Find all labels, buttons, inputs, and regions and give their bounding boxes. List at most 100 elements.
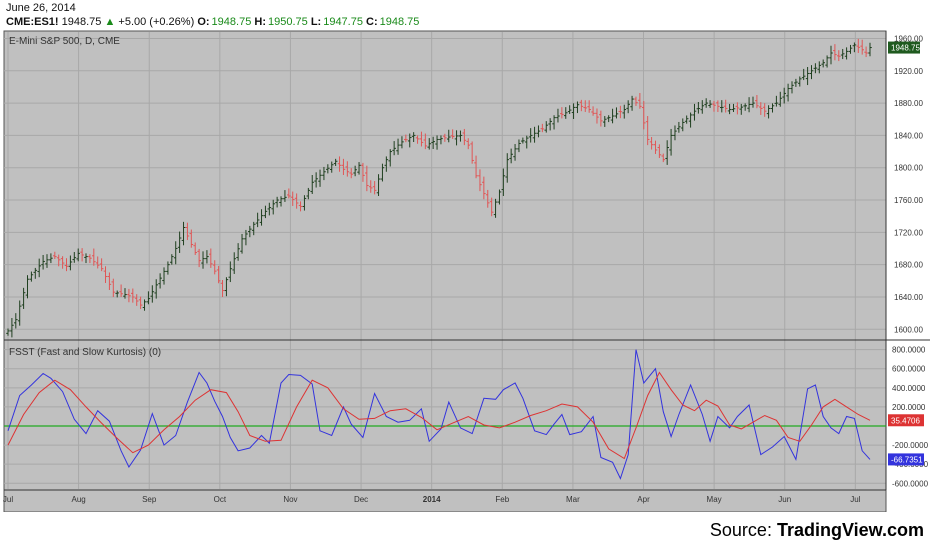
ohlc-bar [684, 115, 689, 124]
ohlc-bar [329, 161, 334, 173]
ohlc-bar [72, 252, 77, 263]
ohlc-bar [474, 155, 478, 179]
ohlc-bar [493, 198, 498, 218]
ohlc-bar [372, 181, 377, 195]
symbol-label[interactable]: CME:ES1! [6, 16, 59, 28]
ohlc-bar [177, 231, 182, 253]
ohlc-bar [142, 299, 147, 311]
ohlc-bar [384, 156, 389, 172]
ohlc-bar [696, 102, 701, 114]
ohlc-bar [556, 108, 560, 123]
chart-area[interactable]: 1600.00 1640.00 1680.00 1720.00 1760.00 1800.… [0, 0, 932, 512]
time-tick-label: Aug [71, 495, 85, 504]
ohlc-bar [10, 317, 14, 338]
ohlc-bar [60, 256, 65, 269]
ohlc-bar [860, 39, 864, 55]
ohlc-bar [680, 118, 685, 132]
ohlc-bar [669, 128, 673, 156]
ohlc-bar [805, 67, 810, 86]
ohlc-bar [322, 166, 326, 181]
ohlc-bar [560, 107, 564, 119]
ohlc-bar [427, 138, 432, 150]
ohlc-bar [470, 141, 474, 164]
ohlc-bar [489, 197, 494, 217]
ohlc-bar [439, 135, 443, 145]
ohlc-bar [14, 313, 18, 329]
ohlc-bar [657, 144, 662, 159]
ohlc-bar [692, 103, 697, 121]
source-prefix: Source: [709, 520, 777, 540]
ohlc-bar [162, 267, 166, 285]
ohlc-bar [17, 300, 22, 326]
ohlc-bar [267, 202, 272, 216]
ohlc-bar [365, 165, 369, 192]
ohlc-bar [29, 271, 34, 282]
ohlc-bar [766, 105, 771, 119]
fast-kurtosis-line [7, 349, 871, 480]
ohlc-bar [719, 100, 724, 113]
chart-background [3, 30, 887, 512]
ohlc-bar [84, 253, 88, 264]
ohlc-bar [848, 44, 853, 54]
price-tick-label: 1840.00 [894, 131, 923, 140]
ohlc-bar [747, 97, 751, 113]
indicator-tick-label: 600.0000 [892, 365, 926, 374]
ohlc-bar [840, 48, 845, 60]
ohlc-bar [821, 59, 825, 68]
price-tick-label: 1720.00 [894, 228, 923, 237]
price-tick-label: 1800.00 [894, 164, 923, 173]
series-value-tag [888, 453, 924, 466]
ohlc-bar [341, 158, 346, 175]
ohlc-bar [521, 137, 525, 144]
ohlc-bar [770, 103, 775, 113]
price-tick-label: 1640.00 [894, 293, 923, 302]
ohlc-bar [833, 44, 837, 61]
ohlc-bar [185, 222, 190, 241]
ohlc-bar [708, 100, 712, 108]
ohlc-bar [220, 280, 225, 297]
ohlc-bar [99, 258, 104, 272]
time-tick-label: Dec [354, 495, 368, 504]
ohlc-bar [197, 248, 201, 268]
ohlc-bar [302, 195, 307, 211]
ohlc-bar [294, 193, 299, 209]
change-value: +5.00 (+0.26%) [118, 16, 195, 28]
ohlc-bar [653, 140, 658, 154]
series-value-tag [888, 414, 924, 427]
ohlc-bar [123, 288, 127, 299]
ohlc-bar [649, 137, 654, 150]
ohlc-bar [287, 188, 291, 199]
ohlc-bar [431, 136, 435, 150]
slow-kurtosis-line [7, 371, 871, 460]
ohlc-bar [388, 149, 393, 167]
ohlc-bar [56, 254, 61, 267]
ohlc-bar [661, 153, 666, 163]
ohlc-bar [454, 130, 459, 146]
ohlc-bar [326, 164, 330, 174]
ohlc-bar [248, 225, 252, 238]
ohlc-bar [138, 296, 143, 310]
ohlc-bar [189, 229, 194, 248]
ohlc-bar [396, 138, 400, 155]
ohlc-bar [404, 134, 408, 143]
ohlc-bar [856, 38, 861, 54]
ohlc-bar [599, 110, 603, 127]
ohlc-bar [563, 107, 568, 119]
ohlc-bar [677, 121, 681, 133]
ohlc-bar [134, 294, 139, 306]
price-tick-label: 1960.00 [894, 34, 923, 43]
ohlc-bar [813, 63, 818, 74]
ohlc-bar [825, 55, 829, 68]
ohlc-bar [602, 116, 607, 127]
ohlc-bar [567, 105, 572, 115]
ohlc-bar [536, 125, 541, 138]
ohlc-bar [731, 103, 736, 112]
ohlc-bar [700, 100, 705, 114]
ohlc-bar [380, 163, 385, 182]
source-name[interactable]: TradingView.com [776, 520, 924, 540]
time-tick-label: Mar [566, 495, 580, 504]
time-tick-label: Jul [850, 495, 860, 504]
ohlc-bar [645, 116, 650, 146]
ohlc-bar [579, 99, 584, 112]
ohlc-bar [298, 201, 303, 212]
